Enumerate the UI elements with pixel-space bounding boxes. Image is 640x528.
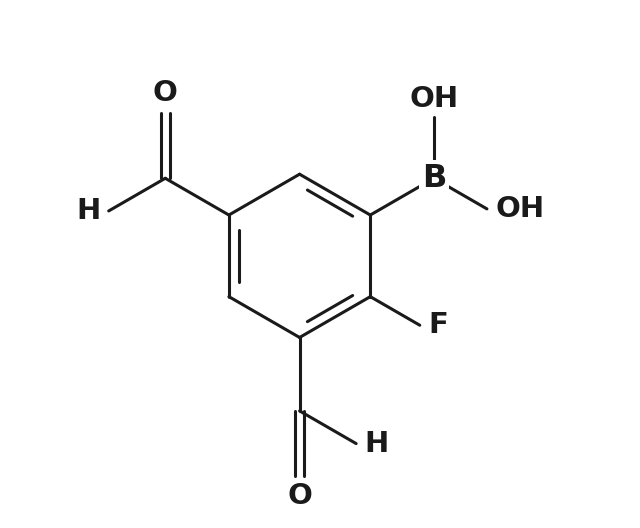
Text: OH: OH	[495, 195, 544, 223]
Text: O: O	[287, 482, 312, 510]
Text: F: F	[428, 311, 448, 339]
Text: H: H	[76, 197, 100, 225]
Text: O: O	[153, 79, 178, 107]
Text: H: H	[364, 430, 388, 458]
Text: OH: OH	[410, 85, 458, 113]
Text: B: B	[422, 163, 446, 194]
